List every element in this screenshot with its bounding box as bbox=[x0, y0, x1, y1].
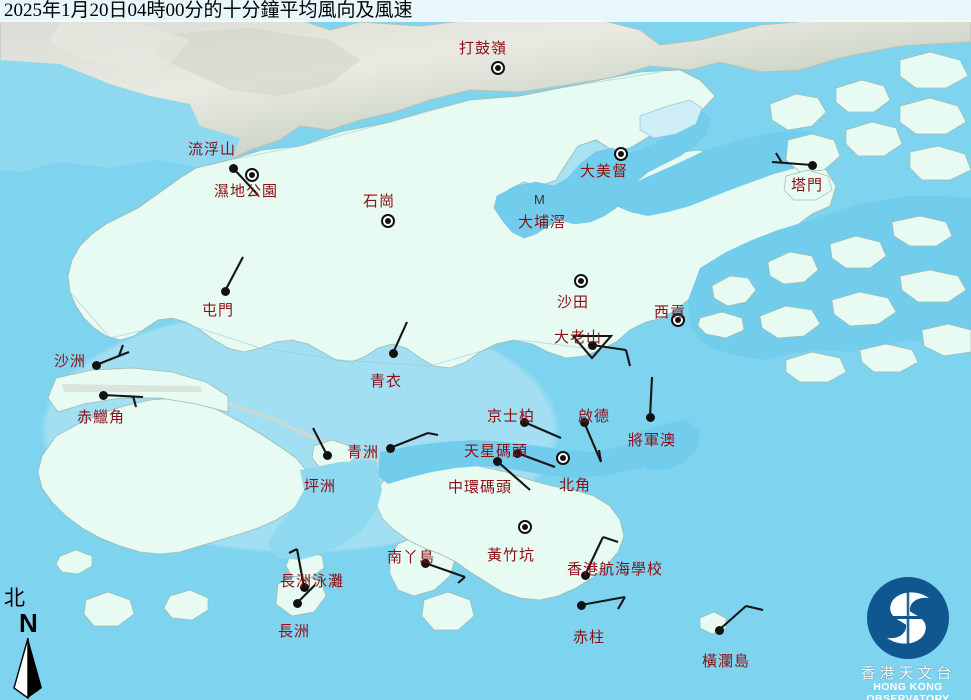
hong-kong-island bbox=[375, 461, 625, 601]
deep-bay bbox=[0, 60, 240, 172]
hko-logo: 香港天文台 HONG KONG OBSERVATORY bbox=[845, 577, 971, 700]
calm-marker-north-point bbox=[556, 451, 570, 465]
station-label-sha-tin: 沙田 bbox=[557, 295, 590, 311]
station-label-ta-kwu-ling: 打鼓嶺 bbox=[459, 41, 508, 57]
station-label-cheung-chau: 長洲 bbox=[278, 624, 311, 640]
wind-barb-tuen-mun bbox=[224, 256, 244, 292]
wind-barb-tseung-kwan-o bbox=[648, 376, 654, 418]
station-label-lau-fau-shan: 流浮山 bbox=[188, 142, 237, 158]
station-label-sea-school: 香港航海學校 bbox=[567, 562, 664, 578]
station-label-star-ferry: 天星碼頭 bbox=[464, 444, 529, 460]
wind-barb-lamma-island bbox=[424, 562, 466, 584]
logo-english-name: HONG KONG OBSERVATORY bbox=[866, 681, 950, 700]
calm-marker-shek-kong bbox=[381, 214, 395, 228]
station-label-tap-mun: 塔門 bbox=[791, 178, 824, 194]
station-label-peng-chau: 坪洲 bbox=[304, 479, 337, 495]
wind-barb-cheung-chau bbox=[296, 584, 316, 604]
station-label-green-island: 青洲 bbox=[347, 445, 380, 461]
coast-detail bbox=[69, 71, 661, 367]
wind-barb-chek-lap-kok bbox=[102, 393, 144, 408]
hko-emblem-icon bbox=[867, 577, 949, 659]
station-label-kai-tak: 啟德 bbox=[578, 409, 611, 425]
station-label-cheung-chau-beach: 長洲泳灘 bbox=[280, 574, 345, 590]
wind-barb-stanley bbox=[580, 595, 626, 610]
mainland-china-detail bbox=[150, 28, 360, 96]
calm-marker-sha-tin bbox=[574, 274, 588, 288]
station-label-sha-chau: 沙洲 bbox=[54, 354, 87, 370]
calm-marker-sai-kung bbox=[671, 313, 685, 327]
wind-barb-green-island bbox=[389, 431, 439, 449]
geo-label-tai-po-hoi: 大埔滘 bbox=[518, 215, 567, 231]
station-label-sai-kung: 西貢 bbox=[654, 305, 687, 321]
wind-barb-tsing-yi bbox=[392, 321, 408, 354]
compass-north-english: N bbox=[19, 608, 38, 638]
wind-barb-lau-fau-shan bbox=[232, 167, 259, 196]
junk-bay bbox=[638, 420, 700, 470]
station-label-stanley: 赤柱 bbox=[573, 630, 606, 646]
station-label-tuen-mun: 屯門 bbox=[202, 303, 235, 319]
station-label-lamma-island: 南丫島 bbox=[387, 550, 436, 566]
station-label-central-pier: 中環碼頭 bbox=[448, 480, 513, 496]
station-label-tsing-yi: 青衣 bbox=[370, 374, 403, 390]
wind-barb-tates-cairn bbox=[591, 343, 632, 367]
wind-barb-star-ferry bbox=[516, 452, 556, 468]
compass-needle-icon bbox=[13, 638, 42, 700]
tolo-harbour bbox=[493, 109, 711, 239]
station-label-waglan-island: 橫瀾島 bbox=[702, 654, 751, 670]
victoria-harbour bbox=[378, 428, 688, 484]
calm-marker-ta-kwu-ling bbox=[491, 61, 505, 75]
calm-marker-tai-mei-tuk bbox=[614, 147, 628, 161]
station-label-chek-lap-kok: 赤鱲角 bbox=[77, 410, 126, 426]
logo-chinese-name: 香港天文台 bbox=[860, 666, 956, 682]
station-label-north-point: 北角 bbox=[559, 478, 592, 494]
page-title: 2025年1月20日04時00分的十分鐘平均風向及風速 bbox=[4, 0, 413, 21]
plover-cove-res bbox=[639, 99, 703, 139]
north-east-islands bbox=[769, 51, 971, 201]
station-label-wong-chuk-hang: 黃竹坑 bbox=[487, 548, 536, 564]
airport-runway bbox=[62, 384, 202, 392]
wind-pennant-tates-cairn bbox=[572, 334, 614, 360]
title-bar bbox=[0, 0, 971, 22]
calm-marker-wong-chuk-hang bbox=[518, 520, 532, 534]
station-label-tai-mei-tuk: 大美督 bbox=[580, 164, 629, 180]
station-label-wetland-park: 濕地公園 bbox=[214, 184, 279, 200]
tolo-channel bbox=[610, 130, 830, 216]
wind-barb-sha-chau bbox=[95, 344, 130, 366]
m-marker: M bbox=[534, 192, 545, 207]
station-label-shek-kong: 石崗 bbox=[363, 194, 396, 210]
wind-barb-tap-mun bbox=[771, 152, 813, 167]
wind-barb-cheung-chau-beach bbox=[288, 548, 306, 588]
sai-kung-islands bbox=[697, 215, 971, 383]
wind-barb-waglan-island bbox=[718, 604, 764, 631]
wind-barb-kings-park bbox=[523, 421, 562, 439]
station-label-kings-park: 京士柏 bbox=[487, 409, 536, 425]
tsing-ma-bridge bbox=[227, 402, 385, 464]
east-lamma-channel bbox=[268, 460, 382, 560]
wind-barb-kai-tak bbox=[583, 421, 603, 463]
compass-rose: 北 N bbox=[2, 588, 60, 700]
compass-north-chinese: 北 bbox=[4, 586, 25, 610]
calm-marker-wetland-park bbox=[245, 168, 259, 182]
wind-barb-central-pier bbox=[496, 460, 531, 491]
wind-barb-peng-chau bbox=[312, 427, 328, 456]
wind-barb-sea-school bbox=[584, 536, 619, 576]
station-label-tates-cairn: 大老山 bbox=[554, 330, 603, 346]
mainland-china-detail2 bbox=[50, 22, 190, 70]
station-label-tseung-kwan-o: 將軍澳 bbox=[628, 433, 677, 449]
